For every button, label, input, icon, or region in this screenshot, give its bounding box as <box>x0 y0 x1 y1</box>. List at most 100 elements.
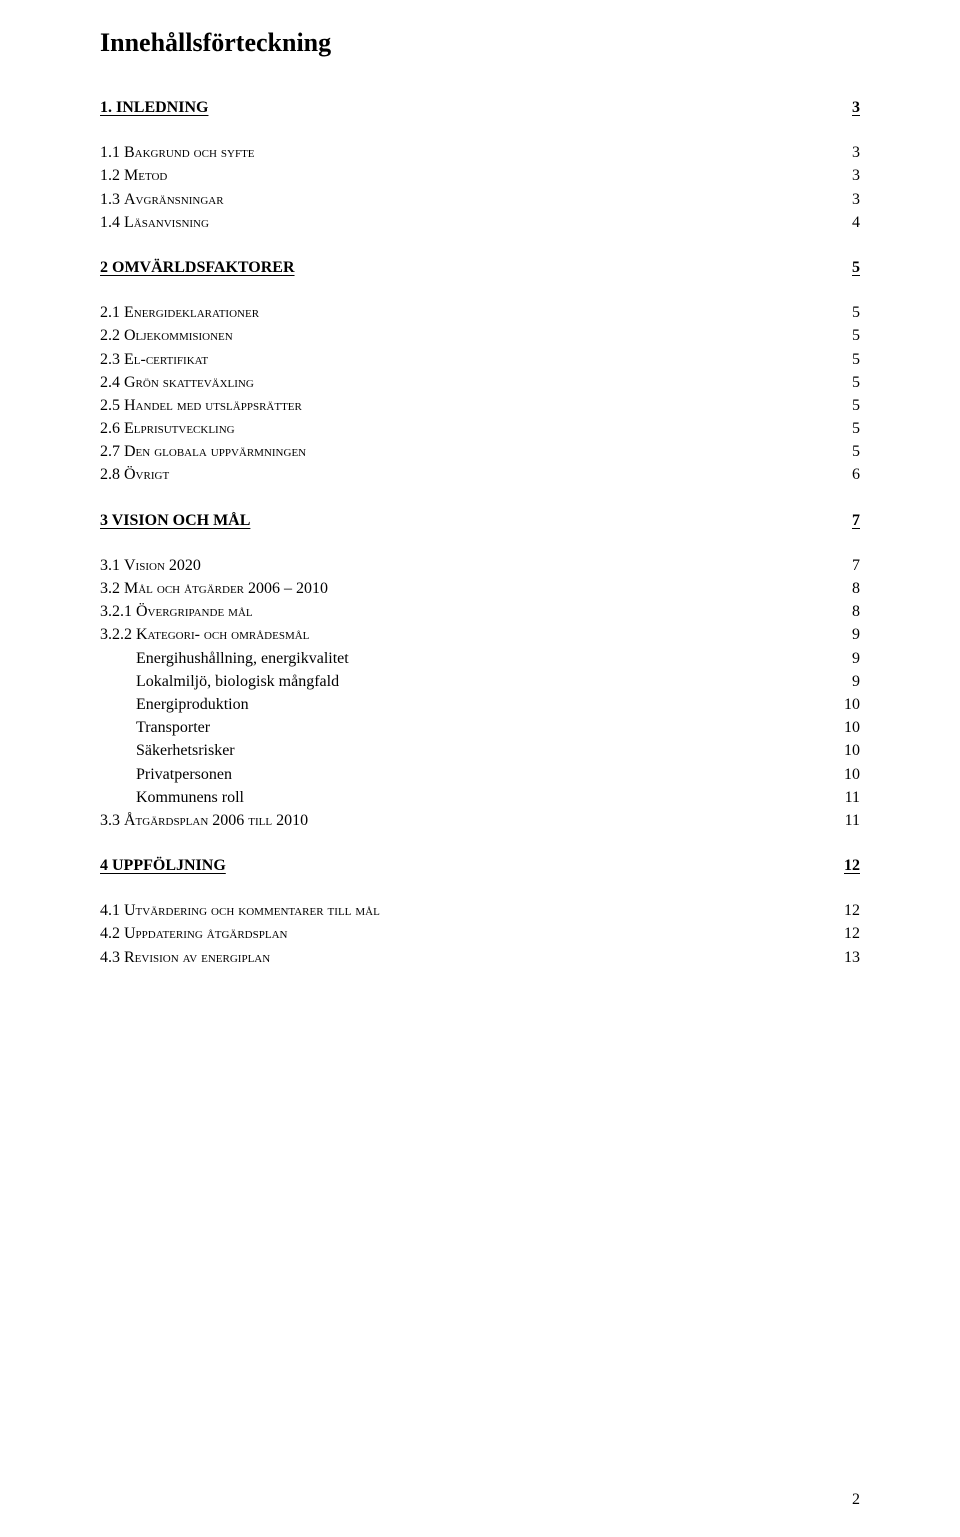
toc-subentry: 3.2 Mål och åtgärder 2006 – 20108 <box>100 577 860 600</box>
toc-subentry: 1.2 Metod3 <box>100 164 860 187</box>
toc-section: 1. INLEDNING3 <box>100 96 860 119</box>
toc-page: 11 <box>845 786 860 809</box>
toc-subentry: 3.3 Åtgärdsplan 2006 till 201011 <box>100 809 860 832</box>
toc-subentry: 4.3 Revision av energiplan13 <box>100 946 860 969</box>
toc-page: 5 <box>852 324 860 347</box>
toc-section: 4 UPPFÖLJNING12 <box>100 854 860 877</box>
toc-page: 5 <box>852 348 860 371</box>
toc-page: 10 <box>844 716 860 739</box>
toc-label: Energihushållning, energikvalitet <box>136 647 852 670</box>
spacer <box>100 119 860 141</box>
toc-page: 5 <box>852 417 860 440</box>
toc-subentry: 2.3 El-certifikat5 <box>100 348 860 371</box>
toc-subentry: 2.1 Energideklarationer5 <box>100 301 860 324</box>
toc-label: 1. INLEDNING <box>100 96 852 119</box>
toc-label: 2.7 Den globala uppvärmningen <box>100 440 852 463</box>
toc-label: Transporter <box>136 716 844 739</box>
toc-subentry: 1.3 Avgränsningar3 <box>100 188 860 211</box>
spacer <box>100 832 860 854</box>
toc-page: 9 <box>852 670 860 693</box>
toc-label: Säkerhetsrisker <box>136 739 844 762</box>
toc-page: 5 <box>852 301 860 324</box>
toc-label: Lokalmiljö, biologisk mångfald <box>136 670 852 693</box>
toc-subentry: 1.1 Bakgrund och syfte3 <box>100 141 860 164</box>
toc-page: 10 <box>844 739 860 762</box>
toc-subentry: 2.4 Grön skatteväxling5 <box>100 371 860 394</box>
toc-page: 3 <box>852 96 860 119</box>
toc-page: 12 <box>844 899 860 922</box>
toc-label: 4.2 Uppdatering åtgärdsplan <box>100 922 844 945</box>
toc-page: 5 <box>852 371 860 394</box>
toc-subentry: 2.5 Handel med utsläppsrätter5 <box>100 394 860 417</box>
toc-label: 2.2 Oljekommisionen <box>100 324 852 347</box>
toc-label: 2 OMVÄRLDSFAKTORER <box>100 256 852 279</box>
toc-subentry: 2.2 Oljekommisionen5 <box>100 324 860 347</box>
spacer <box>100 532 860 554</box>
toc-plainentry: Energiproduktion10 <box>100 693 860 716</box>
toc-page: 7 <box>852 554 860 577</box>
toc-label: 4.1 Utvärdering och kommentarer till mål <box>100 899 844 922</box>
toc-plainentry: Säkerhetsrisker10 <box>100 739 860 762</box>
toc-subentry: 4.2 Uppdatering åtgärdsplan12 <box>100 922 860 945</box>
toc-page: 8 <box>852 600 860 623</box>
toc-subentry: 2.7 Den globala uppvärmningen5 <box>100 440 860 463</box>
toc-page: 12 <box>844 854 860 877</box>
toc-label: 3.2 Mål och åtgärder 2006 – 2010 <box>100 577 852 600</box>
toc-page: 10 <box>844 763 860 786</box>
toc-label: 1.4 Läsanvisning <box>100 211 852 234</box>
toc-label: 4 UPPFÖLJNING <box>100 854 844 877</box>
page-number: 2 <box>852 1491 860 1509</box>
toc-label: Energiproduktion <box>136 693 844 716</box>
toc-label: 3.1 Vision 2020 <box>100 554 852 577</box>
toc-plainentry: Energihushållning, energikvalitet9 <box>100 647 860 670</box>
toc-subsubentry: 3.2.2 Kategori- och områdesmål9 <box>100 623 860 646</box>
toc-label: 1.1 Bakgrund och syfte <box>100 141 852 164</box>
toc-label: 3 VISION OCH MÅL <box>100 509 852 532</box>
toc-plainentry: Transporter10 <box>100 716 860 739</box>
toc-page: 3 <box>852 188 860 211</box>
toc-page: 10 <box>844 693 860 716</box>
toc-label: 2.8 Övrigt <box>100 463 852 486</box>
toc-body: 1. INLEDNING31.1 Bakgrund och syfte31.2 … <box>100 96 860 969</box>
toc-label: 3.2.1 Övergripande mål <box>100 600 852 623</box>
toc-label: 2.1 Energideklarationer <box>100 301 852 324</box>
toc-plainentry: Lokalmiljö, biologisk mångfald9 <box>100 670 860 693</box>
toc-page: 5 <box>852 256 860 279</box>
toc-label: 2.6 Elprisutveckling <box>100 417 852 440</box>
toc-title: Innehållsförteckning <box>100 28 860 58</box>
toc-subentry: 2.6 Elprisutveckling5 <box>100 417 860 440</box>
toc-label: Privatpersonen <box>136 763 844 786</box>
toc-label: 3.3 Åtgärdsplan 2006 till 2010 <box>100 809 845 832</box>
toc-label: Kommunens roll <box>136 786 845 809</box>
toc-label: 2.4 Grön skatteväxling <box>100 371 852 394</box>
toc-page: 3 <box>852 164 860 187</box>
toc-label: 2.5 Handel med utsläppsrätter <box>100 394 852 417</box>
toc-page: 12 <box>844 922 860 945</box>
toc-label: 1.3 Avgränsningar <box>100 188 852 211</box>
toc-subentry: 2.8 Övrigt6 <box>100 463 860 486</box>
toc-page: 13 <box>844 946 860 969</box>
toc-page: 9 <box>852 623 860 646</box>
spacer <box>100 234 860 256</box>
toc-section: 2 OMVÄRLDSFAKTORER5 <box>100 256 860 279</box>
toc-plainentry: Privatpersonen10 <box>100 763 860 786</box>
toc-subsubentry: 3.2.1 Övergripande mål8 <box>100 600 860 623</box>
toc-page: 8 <box>852 577 860 600</box>
spacer <box>100 487 860 509</box>
toc-page: 6 <box>852 463 860 486</box>
toc-page: 4 <box>852 211 860 234</box>
spacer <box>100 877 860 899</box>
toc-page: 9 <box>852 647 860 670</box>
toc-page: 5 <box>852 440 860 463</box>
toc-page: 5 <box>852 394 860 417</box>
toc-subentry: 1.4 Läsanvisning4 <box>100 211 860 234</box>
toc-section: 3 VISION OCH MÅL7 <box>100 509 860 532</box>
toc-subentry: 3.1 Vision 20207 <box>100 554 860 577</box>
toc-label: 4.3 Revision av energiplan <box>100 946 844 969</box>
toc-label: 1.2 Metod <box>100 164 852 187</box>
toc-plainentry: Kommunens roll11 <box>100 786 860 809</box>
toc-label: 2.3 El-certifikat <box>100 348 852 371</box>
toc-page: 11 <box>845 809 860 832</box>
spacer <box>100 279 860 301</box>
toc-label: 3.2.2 Kategori- och områdesmål <box>100 623 852 646</box>
